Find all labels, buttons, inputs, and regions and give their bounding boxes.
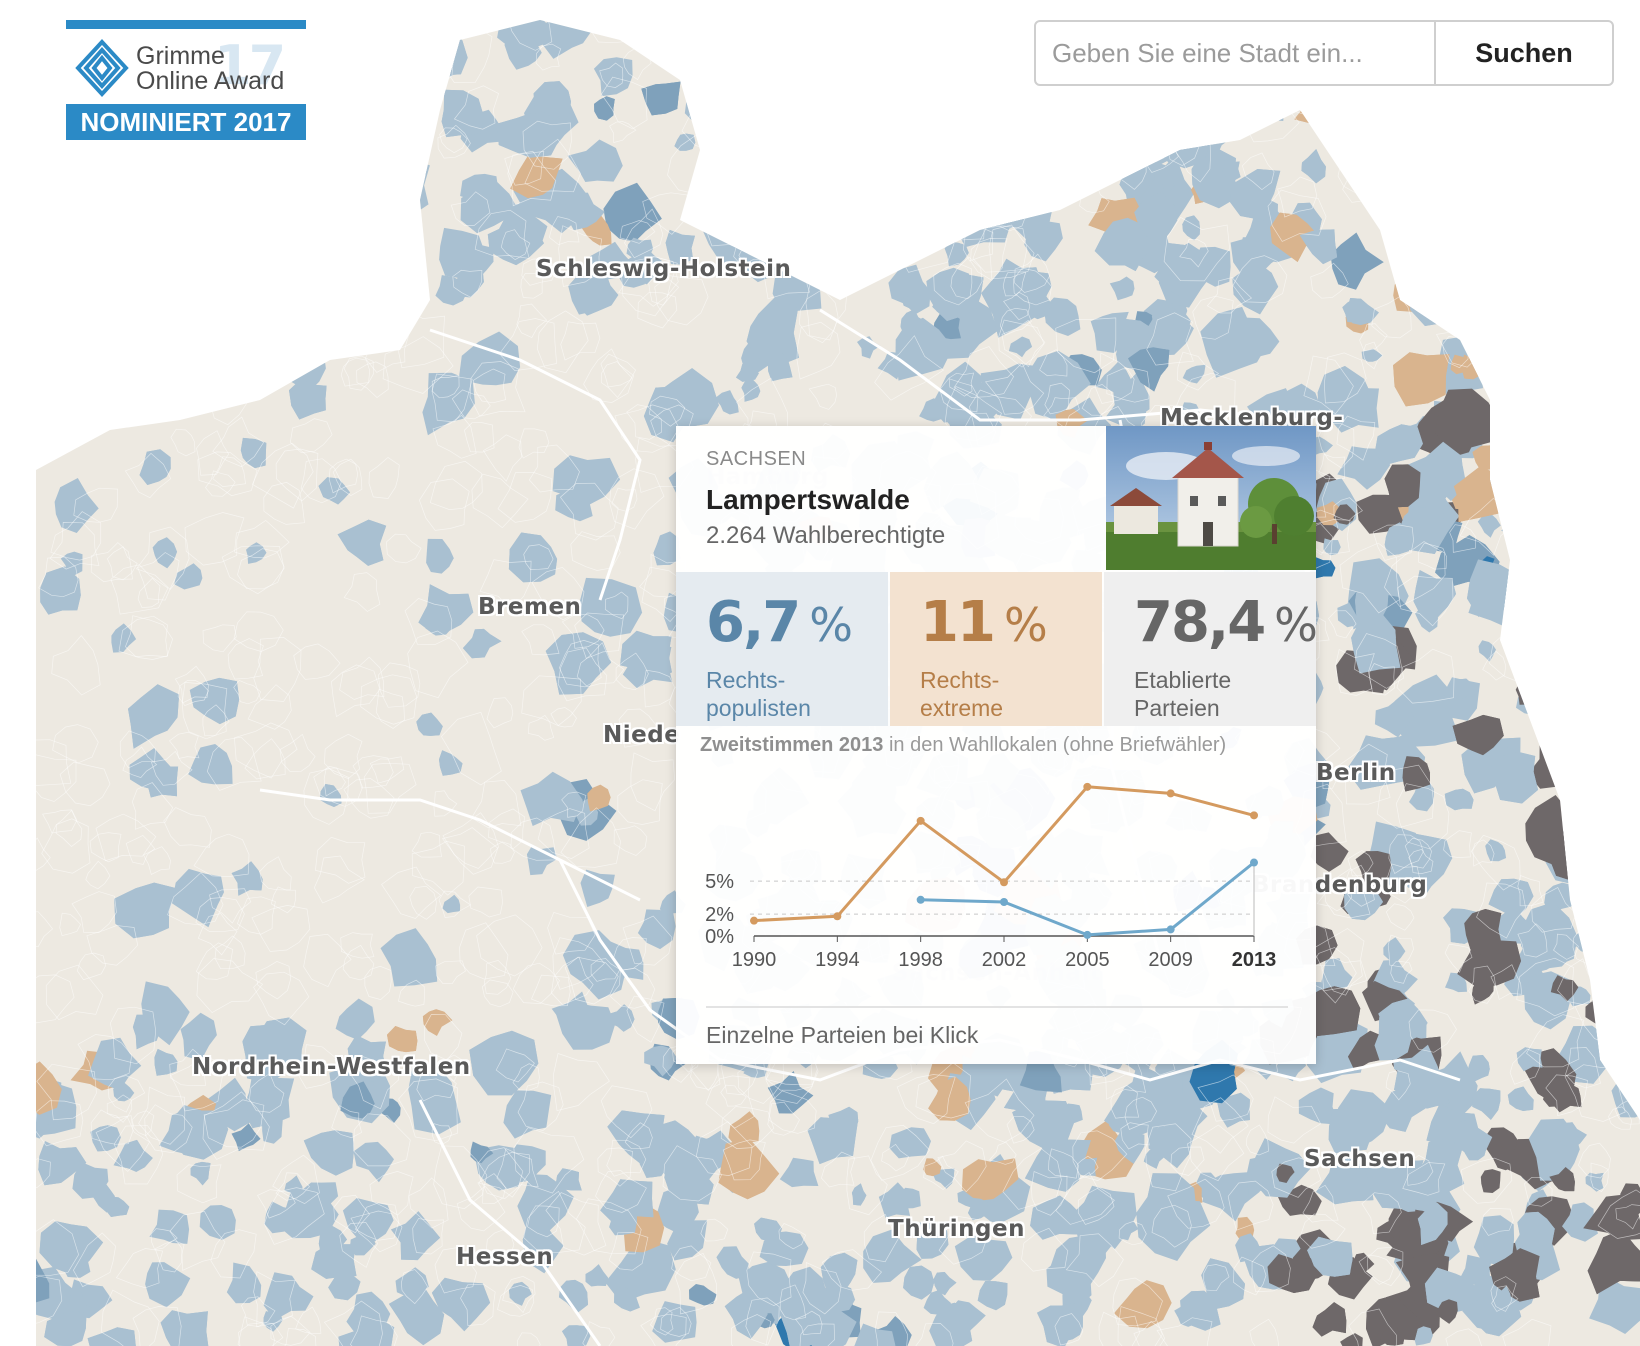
x-tick-label: 1998 — [898, 949, 943, 971]
state-label-he: Hessen — [456, 1244, 554, 1270]
series-point — [1166, 789, 1175, 798]
series-point — [1166, 925, 1175, 934]
state-label-ni: Niede — [603, 722, 681, 748]
vote-share-line-chart: 0%2% 5% 1990 1994 1998 2002 2005 2009 2013 — [705, 782, 1277, 971]
series-point — [1000, 898, 1008, 906]
x-tick-label: 2005 — [1065, 949, 1110, 971]
popup-eligible-voters: 2.264 Wahlberechtigte — [706, 522, 946, 549]
series-point — [1083, 930, 1092, 939]
logo-top-bar — [66, 20, 306, 29]
stat-rechtsextreme-value: 11% — [920, 590, 1048, 655]
state-label-be: Berlin — [1316, 760, 1396, 786]
state-label-nw: Nordrhein-Westfalen — [192, 1054, 471, 1080]
series-point — [916, 816, 925, 825]
stat-rechtspopulisten[interactable]: 6,7% Rechts-populisten — [676, 572, 888, 726]
stat-rechtspopulisten-label: Rechts-populisten — [706, 667, 811, 721]
grimme-award-logo: 17 Grimme Online Award NOMINIERT 2017 — [66, 20, 306, 140]
state-label-sn: Sachsen — [1304, 1146, 1416, 1172]
y-tick-label: 2% — [705, 904, 734, 926]
x-tick-label: 2009 — [1148, 949, 1193, 971]
city-search: Suchen — [1034, 20, 1614, 86]
series-point — [1250, 811, 1258, 820]
municipality-popup[interactable]: SACHSEN Lampertswalde 2.264 Wahlberechti… — [676, 426, 1318, 1064]
stat-rechtspopulisten-value: 6,7% — [706, 590, 853, 655]
popup-footer-hint: Einzelne Parteien bei Klick — [706, 1022, 979, 1048]
state-label-sh: Schleswig-Holstein — [536, 256, 792, 282]
grimme-diamond-icon — [75, 39, 129, 97]
x-tick-label: 2002 — [982, 949, 1027, 971]
series-point — [750, 916, 758, 925]
y-tick-label: 5% — [705, 871, 734, 893]
logo-line-2: Online Award — [136, 67, 285, 95]
series-point — [1000, 878, 1008, 887]
series-point — [916, 895, 925, 904]
series-point — [1083, 782, 1092, 791]
popup-divider — [706, 1006, 1288, 1008]
stat-rechtsextreme[interactable]: 11% Rechts-extreme — [890, 572, 1102, 726]
x-tick-label: 2013 — [1232, 949, 1277, 971]
y-tick-label: 0% — [705, 926, 734, 948]
municipality-photo — [1106, 426, 1316, 570]
stat-etablierte-parteien[interactable]: 78,4% Etablierte Parteien — [1104, 572, 1318, 726]
x-tick-label: 1990 — [732, 949, 777, 971]
chart-title: Zweitstimmen 2013 in den Wahllokalen (oh… — [700, 734, 1227, 756]
stat-etablierte-label: Etablierte Parteien — [1134, 667, 1232, 721]
x-tick-label: 1994 — [815, 949, 860, 971]
search-button[interactable]: Suchen — [1434, 22, 1612, 84]
logo-watermark-17: 17 — [214, 34, 286, 97]
state-label-hb: Bremen — [478, 594, 582, 620]
logo-badge: NOMINIERT 2017 — [66, 104, 306, 140]
stat-etablierte-value: 78,4% — [1134, 590, 1318, 655]
series-line-1 — [920, 861, 1255, 937]
state-label-th: Thüringen — [888, 1216, 1025, 1242]
series-point — [833, 912, 842, 921]
popup-municipality-name: Lampertswalde — [706, 484, 910, 515]
city-search-input[interactable] — [1036, 22, 1434, 84]
stat-rechtsextreme-label: Rechts-extreme — [920, 667, 1004, 721]
popup-state: SACHSEN — [706, 448, 807, 470]
series-point — [1250, 858, 1258, 867]
logo-line-1: Grimme — [136, 42, 225, 70]
